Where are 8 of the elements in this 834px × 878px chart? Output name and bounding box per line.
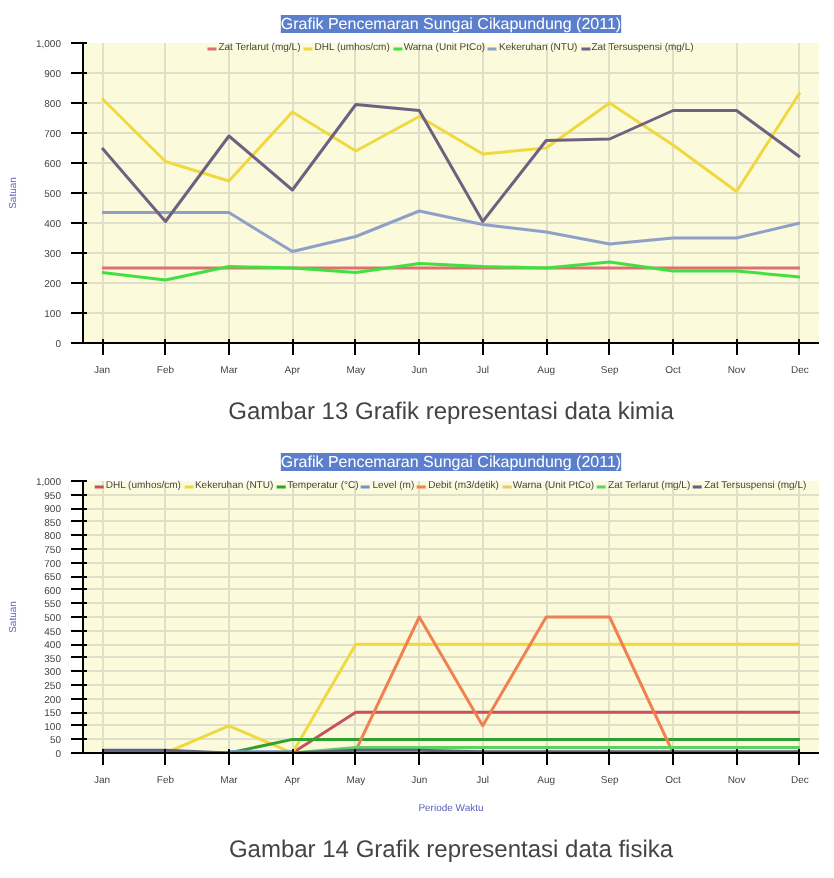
chart-title: Grafik Pencemaran Sungai Cikapundung (2011) bbox=[280, 453, 622, 471]
text: Gambar 14 Grafik representasi data fisika bbox=[228, 835, 674, 863]
chart-title: Grafik Pencemaran Sungai Cikapundung (2011) bbox=[280, 15, 622, 33]
line-series bbox=[100, 209, 802, 253]
text: Gambar 13 Grafik representasi data kimia bbox=[228, 397, 675, 425]
line-series bbox=[100, 260, 802, 282]
line-series bbox=[100, 91, 802, 193]
line-series bbox=[100, 103, 802, 223]
